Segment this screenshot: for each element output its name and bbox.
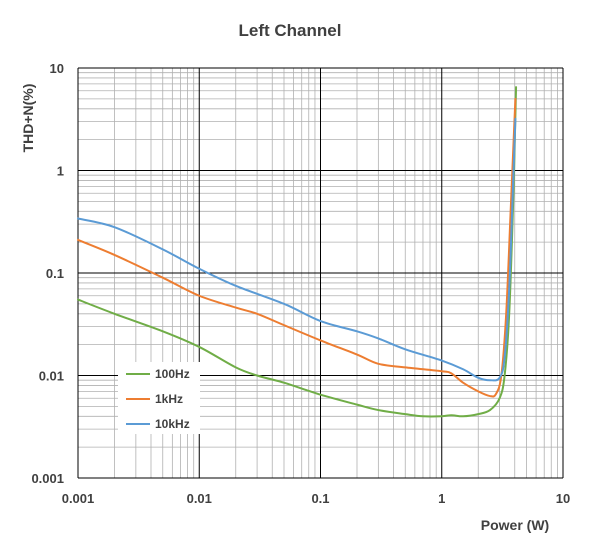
y-tick-label: 0.1 (46, 266, 64, 281)
y-tick-label: 0.001 (31, 471, 64, 486)
x-tick-label: 0.001 (62, 491, 95, 506)
series-lines (77, 86, 518, 418)
x-tick-label: 0.1 (311, 491, 329, 506)
y-tick-label: 1 (57, 164, 64, 179)
x-tick-labels: 0.001 0.01 0.1 1 10 (62, 491, 571, 506)
legend-label-10khz: 10kHz (155, 417, 190, 431)
x-tick-label: 0.01 (187, 491, 212, 506)
legend-label-100hz: 100Hz (155, 367, 190, 381)
x-tick-label: 10 (556, 491, 570, 506)
legend-label-1khz: 1kHz (155, 392, 183, 406)
series-line-100hz (77, 86, 518, 418)
y-tick-labels: 0.001 0.01 0.1 1 10 (31, 61, 64, 486)
y-tick-label: 0.01 (39, 369, 64, 384)
x-axis-title: Power (W) (481, 517, 549, 533)
legend: 100Hz 1kHz 10kHz (118, 362, 200, 434)
y-tick-label: 10 (50, 61, 64, 76)
x-tick-label: 1 (438, 491, 445, 506)
chart-title: Left Channel (239, 21, 342, 40)
series-line-10khz (77, 117, 517, 382)
y-axis-title: THD+N(%) (20, 84, 36, 153)
series-line-1khz (77, 97, 517, 398)
